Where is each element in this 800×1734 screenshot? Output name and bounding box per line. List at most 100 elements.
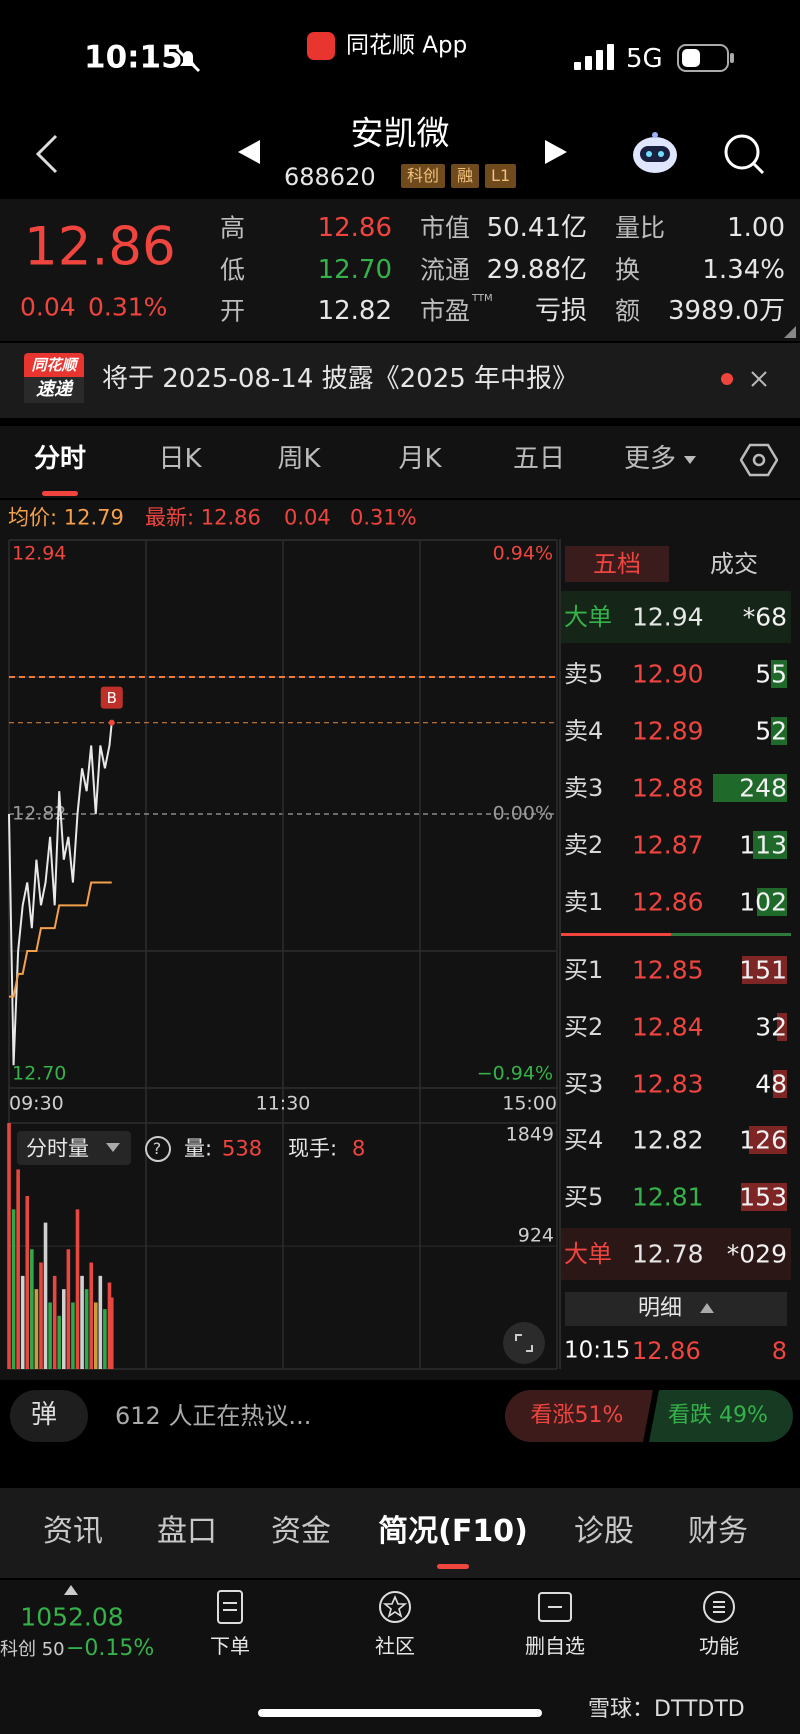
volume-bar	[98, 1275, 103, 1369]
quote-value: 3989.0万	[668, 296, 785, 326]
order-label: 买1	[564, 956, 604, 984]
index-change: −0.15%	[66, 1636, 155, 1661]
order-volume-bar	[756, 888, 787, 916]
next-stock[interactable]	[543, 138, 569, 166]
hand-value: 8	[352, 1136, 366, 1161]
volume-tick-label: 924	[518, 1225, 554, 1247]
nav-icon-graphic	[703, 1591, 735, 1623]
robot-icon[interactable]	[630, 130, 680, 176]
section-tab-indicator	[437, 1564, 469, 1569]
section-tab[interactable]: 财务	[688, 1514, 748, 1549]
order-volume-bar	[753, 831, 787, 859]
quote-value: 12.70	[317, 255, 392, 285]
order-volume-bar	[713, 774, 787, 802]
quote-label: 额	[615, 296, 641, 326]
period-tab[interactable]: 更多	[623, 444, 677, 474]
section-tabs	[0, 1488, 800, 1578]
nav-item[interactable]: 功能	[699, 1634, 739, 1658]
section-tab[interactable]: 简况(F10)	[378, 1514, 528, 1549]
large-order-bg	[561, 591, 791, 643]
x-tick-label: 11:30	[256, 1093, 311, 1115]
network-label: 5G	[626, 44, 663, 74]
vote-buttons[interactable]	[505, 1390, 795, 1442]
volume-bar	[11, 1209, 16, 1369]
y-tick-label: 12.94	[12, 543, 66, 565]
order-label: 卖2	[564, 831, 604, 859]
detail-arrow	[700, 1303, 714, 1313]
orderbook-tab-active[interactable]	[565, 546, 669, 582]
last-price: 12.86	[24, 216, 176, 278]
order-price: 12.87	[632, 830, 704, 860]
section-tab[interactable]: 资金	[271, 1514, 331, 1549]
period-tab[interactable]: 日K	[158, 444, 202, 474]
divider	[559, 539, 561, 1369]
volume-bar	[84, 1289, 89, 1369]
stock-tag: 融	[451, 164, 480, 188]
order-price: 12.89	[632, 716, 704, 746]
period-tab[interactable]: 月K	[398, 444, 442, 474]
intraday-chart: 12.70 12.82 12.94 −0.94% 0.00% 0.94% 09:30 11:3…	[7, 539, 558, 1370]
period-tab[interactable]: 分时	[33, 444, 87, 474]
order-volume-bar	[777, 1012, 787, 1041]
order-volume: 153	[739, 1182, 787, 1212]
book-divider-red	[561, 933, 671, 936]
volume-bar	[20, 1275, 25, 1369]
order-volume: 102	[739, 887, 787, 917]
bottom-nav	[0, 1580, 800, 1734]
trade-volume: 8	[771, 1337, 787, 1365]
danmu-toggle[interactable]	[10, 1390, 88, 1442]
quote-value: 50.41亿	[486, 213, 587, 243]
more-arrow	[684, 456, 696, 464]
buy-marker: B	[107, 689, 117, 707]
order-volume-bar	[741, 956, 787, 984]
volume-bar	[16, 1169, 20, 1369]
bull-button[interactable]: 看涨51%	[530, 1403, 624, 1428]
chart-settings[interactable]	[740, 443, 778, 477]
expand-button[interactable]	[502, 1321, 546, 1365]
period-tab[interactable]: 周K	[277, 444, 321, 474]
help-circle[interactable]	[145, 1136, 171, 1162]
nav-item[interactable]: 下单	[210, 1634, 250, 1658]
volume-bar	[93, 1302, 98, 1369]
danmu-icon: 弹	[30, 1400, 58, 1430]
status-time: 10:15	[84, 39, 183, 76]
quote-panel	[0, 199, 800, 341]
section-tab[interactable]: 诊股	[574, 1514, 634, 1549]
period-tabs	[0, 426, 800, 498]
bear-button[interactable]: 看跌 49%	[668, 1403, 768, 1428]
order-label: 买4	[564, 1126, 604, 1155]
nav-item[interactable]: 社区	[375, 1634, 415, 1658]
detail-header[interactable]	[565, 1292, 787, 1326]
nav-icon	[701, 1589, 737, 1625]
prev-stock[interactable]	[236, 138, 262, 166]
search-button[interactable]	[722, 132, 766, 176]
section-tab[interactable]: 资讯	[43, 1514, 103, 1549]
stock-code: 688620	[284, 163, 376, 191]
period-tab[interactable]: 五日	[512, 444, 566, 474]
order-volume-bar	[770, 660, 787, 688]
index-arrow	[64, 1585, 78, 1595]
back-button[interactable]	[32, 133, 62, 175]
orderbook-tab: 成交	[710, 550, 758, 578]
section-tab[interactable]: 盘口	[157, 1514, 217, 1549]
average-line	[9, 881, 112, 998]
trade-time: 10:15	[564, 1337, 631, 1364]
orderbook-tab: 五档	[593, 550, 641, 578]
average-price: 均价: 12.79	[8, 505, 124, 530]
large-order-bg	[561, 1228, 791, 1280]
notice-badge-bottom: 速递	[24, 377, 84, 403]
volume-bar	[89, 1262, 93, 1369]
order-volume-bar	[772, 1069, 787, 1098]
notice-close[interactable]	[750, 370, 768, 388]
nav-item[interactable]: 删自选	[525, 1634, 585, 1658]
order-price: 12.94	[632, 602, 704, 632]
stock-tags: 科创融 L1	[401, 164, 517, 188]
index-value: 1052.08	[20, 1602, 124, 1632]
volume-bar	[52, 1275, 57, 1369]
order-price: 12.88	[632, 773, 704, 803]
y-tick-label: 12.70	[12, 1063, 66, 1085]
y2-tick-label: −0.94%	[477, 1063, 553, 1085]
notice-bar[interactable]	[0, 343, 800, 418]
hand-label: 现手:	[288, 1136, 338, 1161]
